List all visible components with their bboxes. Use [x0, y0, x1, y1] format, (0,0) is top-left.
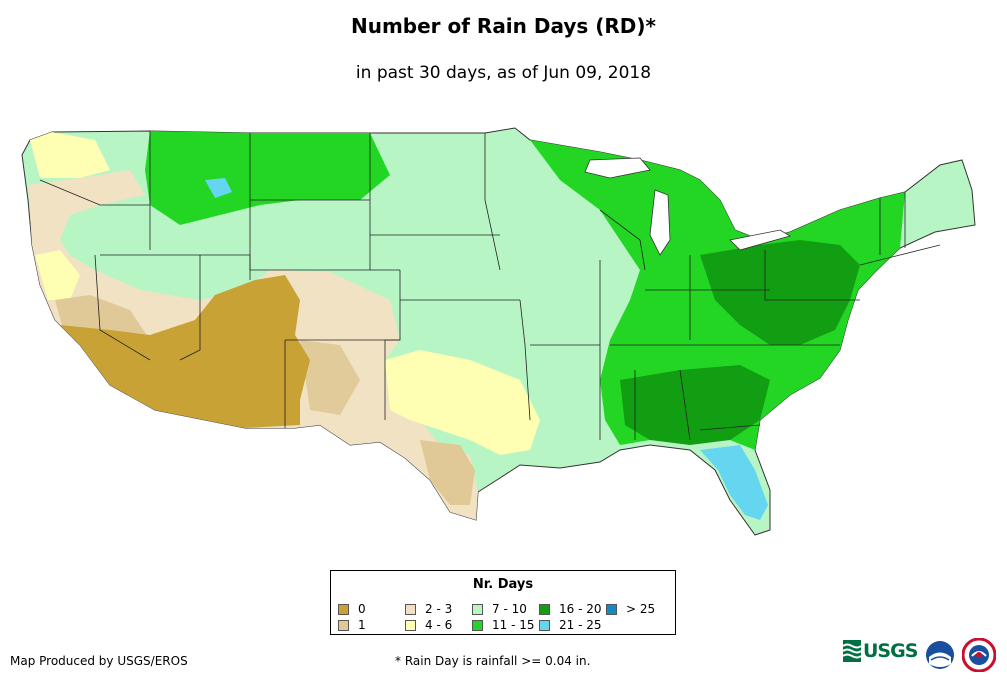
legend-swatch — [606, 603, 617, 615]
legend-label: 0 — [358, 602, 366, 616]
region-1-texas — [420, 440, 475, 505]
usgs-logo-text: USGS — [863, 640, 918, 662]
legend-item-0: 0 — [338, 602, 366, 616]
usgs-logo: USGS — [843, 640, 918, 662]
lake-erie — [729, 229, 792, 251]
noaa-logo — [926, 641, 954, 669]
legend-label: > 25 — [626, 602, 656, 616]
usgs-wave-icon — [843, 640, 861, 662]
legend-item-1: 1 — [338, 618, 366, 632]
region-yellow-4-6-texas — [385, 350, 540, 455]
legend-swatch — [472, 603, 483, 615]
legend-swatch — [539, 619, 550, 631]
state-boundaries — [39, 131, 941, 441]
map-title: Number of Rain Days (RD)* — [350, 14, 656, 38]
legend-label: 2 - 3 — [425, 602, 453, 616]
region-0-desert — [60, 275, 310, 428]
map-subtitle: in past 30 days, as of Jun 09, 2018 — [355, 63, 652, 83]
legend-item-gt-25: > 25 — [606, 602, 655, 616]
region-yellow-4-6 — [30, 132, 110, 178]
lake-superior — [584, 157, 651, 179]
lake-michigan — [649, 189, 671, 256]
legend-label: 7 - 10 — [492, 602, 527, 616]
legend-item-11-15: 11 - 15 — [472, 618, 535, 632]
region-21-25-yellowstone — [205, 178, 232, 198]
legend-swatch — [539, 603, 550, 615]
legend-swatch — [405, 603, 416, 615]
region-16-20-south — [620, 365, 770, 445]
legend-label: 16 - 20 — [559, 602, 602, 616]
legend-item-21-25: 21 - 25 — [539, 618, 602, 632]
legend-item-16-20: 16 - 20 — [539, 602, 602, 616]
legend-swatch — [338, 619, 349, 631]
legend-label: 4 - 6 — [425, 618, 453, 632]
legend: Nr. Days 0 1 2 - 3 4 - 6 7 - 10 11 - 15 … — [330, 570, 676, 635]
region-yellow-4-6-ca — [35, 250, 80, 300]
map-credit: Map Produced by USGS/EROS — [10, 654, 188, 668]
region-16-20-east — [700, 240, 860, 345]
legend-item-4-6: 4 - 6 — [405, 618, 452, 632]
legend-item-2-3: 2 - 3 — [405, 602, 452, 616]
legend-title: Nr. Days — [472, 577, 534, 592]
legend-swatch — [338, 603, 349, 615]
footnote: * Rain Day is rainfall >= 0.04 in. — [395, 654, 591, 668]
region-1-nm — [300, 340, 360, 415]
region-21-25-florida — [700, 445, 768, 520]
legend-label: 1 — [358, 618, 366, 632]
region-11-15-north — [145, 131, 390, 225]
legend-item-7-10: 7 - 10 — [472, 602, 527, 616]
legend-label: 11 - 15 — [492, 618, 535, 632]
nws-logo — [962, 638, 996, 672]
legend-swatch — [405, 619, 416, 631]
legend-swatch — [472, 619, 483, 631]
legend-label: 21 - 25 — [559, 618, 602, 632]
